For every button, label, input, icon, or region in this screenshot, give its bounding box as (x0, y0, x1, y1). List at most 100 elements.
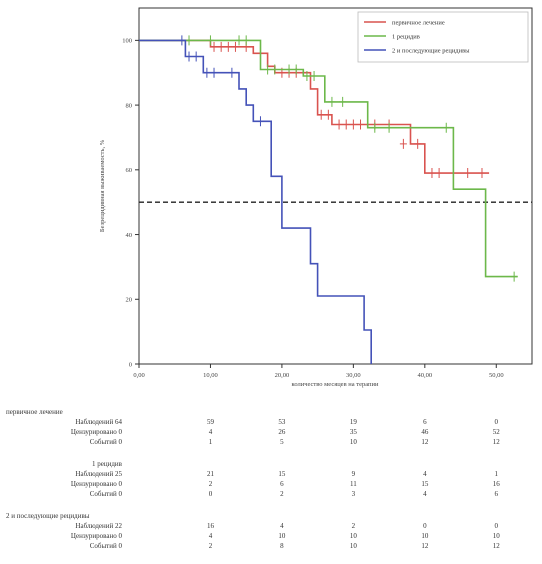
survival-curves (139, 35, 518, 364)
legend-label: 2 и последующие рецидивы (392, 47, 470, 54)
x-axis-title: количество месяцев на терапии (292, 381, 379, 388)
censor-mark (178, 35, 186, 46)
censor-mark (210, 67, 218, 78)
risk-row-label: Событий 0 (89, 490, 122, 498)
risk-cell: 4 (423, 470, 427, 478)
risk-cell: 11 (349, 480, 357, 488)
risk-cell: 5 (280, 438, 284, 446)
censor-mark (357, 119, 365, 130)
series-line (139, 39, 490, 174)
censor-mark (264, 64, 272, 75)
y-tick-label: 100 (122, 38, 132, 45)
risk-cell: 12 (421, 438, 429, 446)
censor-mark (371, 122, 379, 133)
series-line (139, 39, 518, 278)
risk-group-title: 2 и последующие рецидивы (6, 512, 90, 520)
risk-cell: 0 (494, 418, 499, 426)
censor-mark (192, 51, 200, 62)
risk-cell: 4 (423, 490, 427, 498)
risk-row-label: Наблюдений 25 (75, 470, 122, 478)
risk-row-label: Событий 0 (89, 438, 122, 446)
risk-cell: 3 (351, 490, 356, 498)
risk-row-label: Цензурировано 0 (70, 532, 122, 540)
legend: первичное лечение 1 рецидив 2 и последующи… (357, 11, 529, 63)
x-tick-label: 0,00 (133, 372, 144, 379)
risk-cell: 1 (208, 438, 213, 446)
risk-cell: 12 (492, 542, 500, 550)
risk-cell: 0 (208, 490, 213, 498)
censor-mark (224, 41, 232, 52)
risk-cell: 21 (206, 470, 214, 478)
censor-mark (310, 70, 318, 81)
series-3 (139, 35, 372, 364)
risk-cell: 12 (492, 438, 500, 446)
y-tick-label: 40 (126, 232, 133, 239)
legend-label: 1 рецидив (392, 33, 420, 40)
risk-cell: 2 (280, 490, 284, 498)
risk-cell: 10 (421, 532, 429, 540)
risk-cell: 2 (351, 522, 356, 530)
risk-cell: 26 (278, 428, 286, 436)
censor-mark (185, 51, 193, 62)
censor-mark (203, 67, 211, 78)
y-axis: 0 20 40 60 80 100 (122, 38, 139, 368)
risk-cell: 2 (208, 542, 213, 550)
risk-cell: 52 (492, 428, 500, 436)
censor-mark (339, 96, 347, 107)
censor-mark (414, 138, 422, 149)
risk-cell: 6 (280, 480, 284, 488)
x-axis: 0,00 10,00 20,00 30,00 40,00 50,00 (133, 364, 504, 379)
x-tick-label: 40,00 (418, 372, 433, 379)
y-tick-label: 0 (129, 361, 132, 368)
censor-mark (328, 96, 336, 107)
risk-cell: 15 (421, 480, 429, 488)
risk-cell: 9 (351, 470, 356, 478)
y-axis-title: Безрецидивная выживаемость, % (99, 139, 106, 232)
risk-cell: 19 (349, 418, 357, 426)
censor-mark (428, 168, 436, 179)
censor-mark (271, 64, 279, 75)
censor-mark (317, 109, 325, 120)
series-2 (139, 35, 518, 282)
censor-mark (385, 122, 393, 133)
censor-mark (206, 35, 214, 46)
risk-cell: 8 (280, 542, 284, 550)
censor-mark (510, 271, 518, 282)
censor-mark (231, 41, 239, 52)
censor-mark (435, 168, 443, 179)
legend-label: первичное лечение (392, 19, 445, 26)
censor-mark (285, 64, 293, 75)
censor-mark (342, 119, 350, 130)
series-line (139, 39, 372, 364)
censor-mark (442, 122, 450, 133)
risk-cell: 0 (494, 522, 499, 530)
km-survival-chart: 0 20 40 60 80 100 0,00 10,00 20,00 30,00 40,00 50,… (99, 7, 533, 388)
y-tick-label: 60 (126, 167, 133, 174)
y-tick-label: 80 (126, 102, 133, 109)
risk-row-label: Цензурировано 0 (70, 480, 122, 488)
risk-cell: 1 (494, 470, 499, 478)
censor-mark (399, 138, 407, 149)
censor-mark (292, 64, 300, 75)
risk-row-label: Событий 0 (89, 542, 122, 550)
risk-row-label: Цензурировано 0 (70, 428, 122, 436)
censor-mark (335, 119, 343, 130)
risk-cell: 6 (423, 418, 427, 426)
x-tick-label: 50,00 (489, 372, 504, 379)
y-tick-label: 20 (126, 297, 133, 304)
censor-mark (210, 41, 218, 52)
risk-group-title: 1 рецидив (92, 460, 122, 468)
risk-cell: 10 (492, 532, 500, 540)
risk-cell: 0 (423, 522, 427, 530)
x-tick-label: 30,00 (346, 372, 361, 379)
risk-cell: 2 (208, 480, 213, 488)
censor-mark (464, 168, 472, 179)
censor-mark (242, 35, 250, 46)
x-tick-label: 10,00 (203, 372, 218, 379)
risk-table: первичное лечение Наблюдений 64 59 53 19 6 0 Це… (0, 404, 542, 564)
risk-cell: 4 (208, 532, 213, 540)
risk-cell: 46 (421, 428, 429, 436)
legend-box (357, 11, 529, 63)
risk-cell: 15 (278, 470, 286, 478)
risk-cell: 16 (206, 522, 214, 530)
